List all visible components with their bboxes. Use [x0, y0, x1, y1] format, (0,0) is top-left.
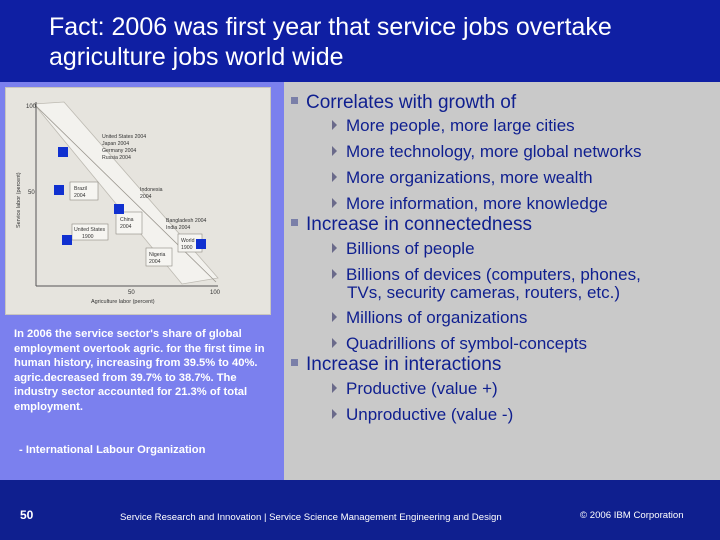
sub-bullet: Millions of organizations: [332, 308, 527, 328]
sub-bullet: More technology, more global networks: [332, 142, 641, 162]
y-tick-100: 100: [26, 104, 37, 110]
label-usa2004-4: Russia 2004: [102, 155, 131, 161]
label-nigeria-1: Nigeria: [149, 252, 166, 258]
sub-bullet: Billions of people: [332, 239, 475, 259]
triangle-bullet-icon: [332, 243, 337, 253]
sub-bullet: More information, more knowledge: [332, 194, 608, 214]
caption-text: In 2006 the service sector's share of gl…: [14, 328, 265, 413]
x-axis-label: Agriculture labor (percent): [91, 299, 155, 305]
y-tick-50: 50: [28, 190, 35, 196]
bullet-connectedness: Increase in connectedness: [291, 214, 532, 236]
bullet-correlates: Correlates with growth of: [291, 92, 516, 114]
label-brazil-1: Brazil: [74, 186, 87, 192]
footer-title: Service Research and Innovation | Servic…: [120, 512, 502, 523]
marker-usa1900: [62, 235, 72, 245]
marker-brazil: [54, 185, 64, 195]
triangle-bullet-icon: [332, 312, 337, 322]
marker-world: [196, 239, 206, 249]
label-nigeria-2: 2004: [149, 259, 161, 265]
label-usa1900-2: 1900: [82, 234, 94, 240]
label-china-2: 2004: [120, 224, 132, 230]
left-panel: 100 50 50 100 Service labor (percent) Ag…: [0, 82, 284, 480]
sub-bullet: More people, more large cities: [332, 116, 575, 136]
sub-bullet: Quadrillions of symbol-concepts: [332, 334, 587, 354]
triangle-bullet-icon: [332, 409, 337, 419]
chart-image: 100 50 50 100 Service labor (percent) Ag…: [5, 87, 271, 315]
sub-bullet: Productive (value +): [332, 379, 498, 399]
triangle-bullet-icon: [332, 269, 337, 279]
footer: 50 Service Research and Innovation | Ser…: [0, 480, 720, 540]
sub-bullet: Billions of devices (computers, phones,: [332, 265, 641, 285]
label-usa2004-1: United States 2004: [102, 134, 146, 140]
sub-bullet: Unproductive (value -): [332, 405, 513, 425]
square-bullet-icon: [291, 359, 298, 366]
label-brazil-2: 2004: [74, 193, 86, 199]
label-bangladesh-1: Bangladesh 2004: [166, 218, 206, 224]
y-axis-label: Service labor (percent): [16, 172, 22, 228]
label-usa2004-3: Germany 2004: [102, 148, 136, 154]
label-usa2004-2: Japan 2004: [102, 141, 129, 147]
marker-usa2004: [58, 147, 68, 157]
square-bullet-icon: [291, 97, 298, 104]
bullet-interactions: Increase in interactions: [291, 354, 501, 376]
square-bullet-icon: [291, 219, 298, 226]
chart-svg: 100 50 50 100 Service labor (percent) Ag…: [16, 101, 221, 305]
triangle-bullet-icon: [332, 338, 337, 348]
triangle-bullet-icon: [332, 146, 337, 156]
triangle-bullet-icon: [332, 198, 337, 208]
source-text: - International Labour Organization: [19, 444, 206, 456]
sub-bullet-continuation: TVs, security cameras, routers, etc.): [347, 283, 621, 302]
triangle-bullet-icon: [332, 120, 337, 130]
label-indonesia-2: 2004: [140, 194, 152, 200]
label-world-1: World: [181, 238, 195, 244]
x-tick-50: 50: [128, 290, 135, 296]
slide-title: Fact: 2006 was first year that service j…: [49, 13, 612, 71]
label-indonesia-1: Indonesia: [140, 187, 163, 193]
sub-bullet: More organizations, more wealth: [332, 168, 593, 188]
label-usa1900-1: United States: [74, 227, 106, 233]
x-tick-100: 100: [210, 290, 221, 296]
right-panel: Correlates with growth of More people, m…: [284, 82, 720, 480]
diagonal-line: [35, 105, 217, 283]
label-bangladesh-2: India 2004: [166, 225, 190, 231]
triangle-bullet-icon: [332, 383, 337, 393]
triangle-bullet-icon: [332, 172, 337, 182]
label-china-1: China: [120, 217, 134, 223]
marker-china: [114, 204, 124, 214]
copyright: © 2006 IBM Corporation: [580, 510, 684, 521]
page-number: 50: [20, 508, 34, 522]
title-bar: Fact: 2006 was first year that service j…: [0, 0, 720, 82]
label-world-2: 1900: [181, 245, 193, 251]
